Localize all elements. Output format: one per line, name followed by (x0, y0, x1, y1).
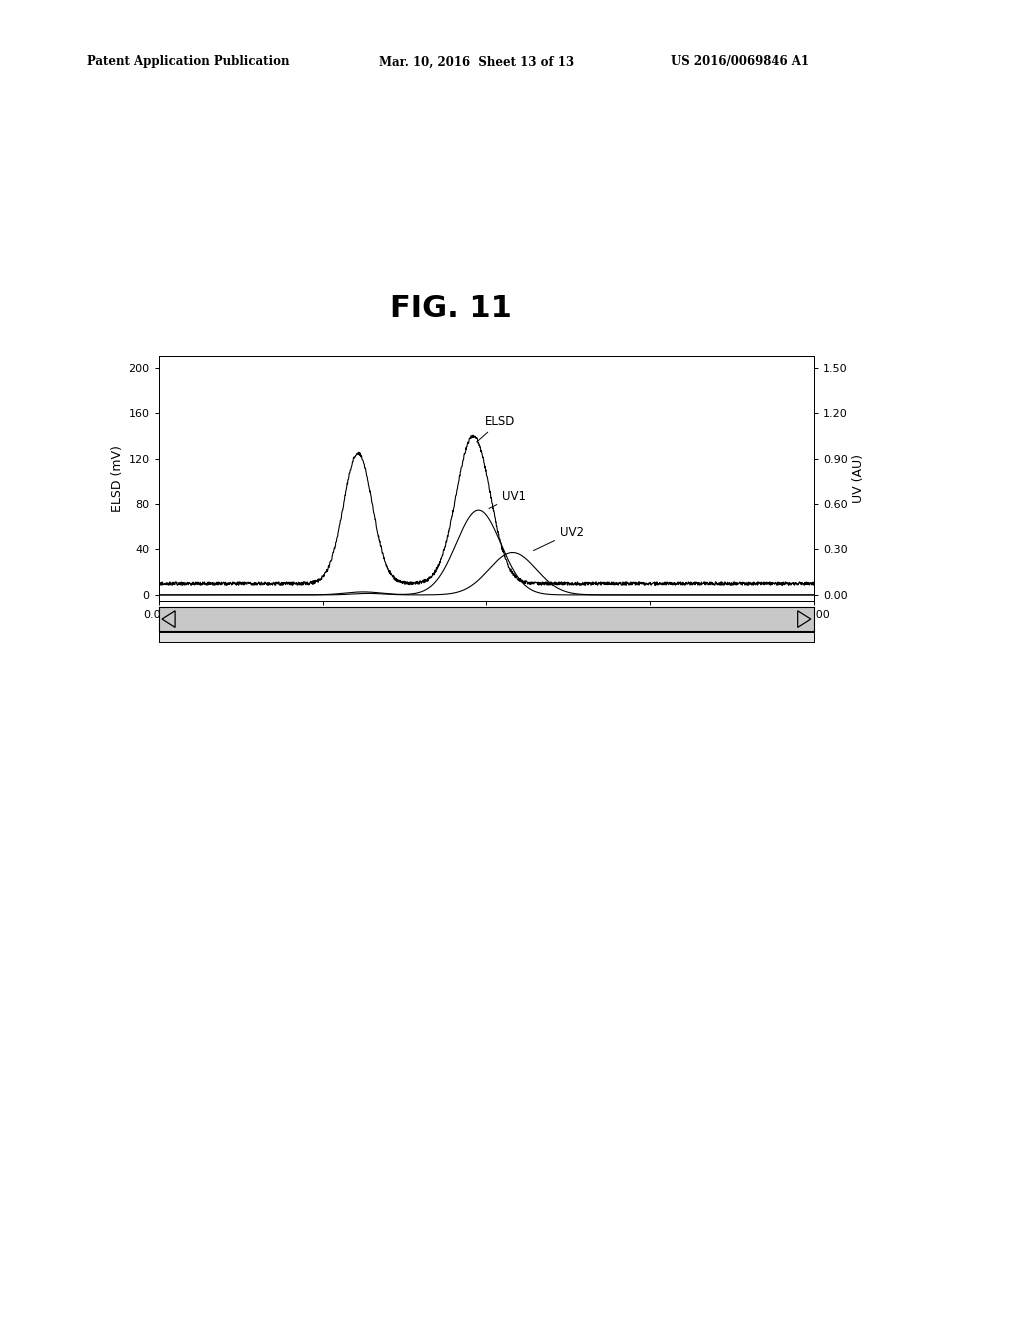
Y-axis label: ELSD (mV): ELSD (mV) (112, 445, 124, 512)
Text: Mar. 10, 2016  Sheet 13 of 13: Mar. 10, 2016 Sheet 13 of 13 (379, 55, 574, 69)
Text: ELSD: ELSD (477, 414, 515, 442)
Text: FIG. 11: FIG. 11 (389, 294, 512, 323)
Text: UV1: UV1 (488, 490, 526, 508)
Text: US 2016/0069846 A1: US 2016/0069846 A1 (671, 55, 809, 69)
Text: Patent Application Publication: Patent Application Publication (87, 55, 290, 69)
Text: UV2: UV2 (534, 525, 584, 550)
X-axis label: Time (min): Time (min) (453, 624, 520, 636)
Y-axis label: UV (AU): UV (AU) (852, 454, 865, 503)
